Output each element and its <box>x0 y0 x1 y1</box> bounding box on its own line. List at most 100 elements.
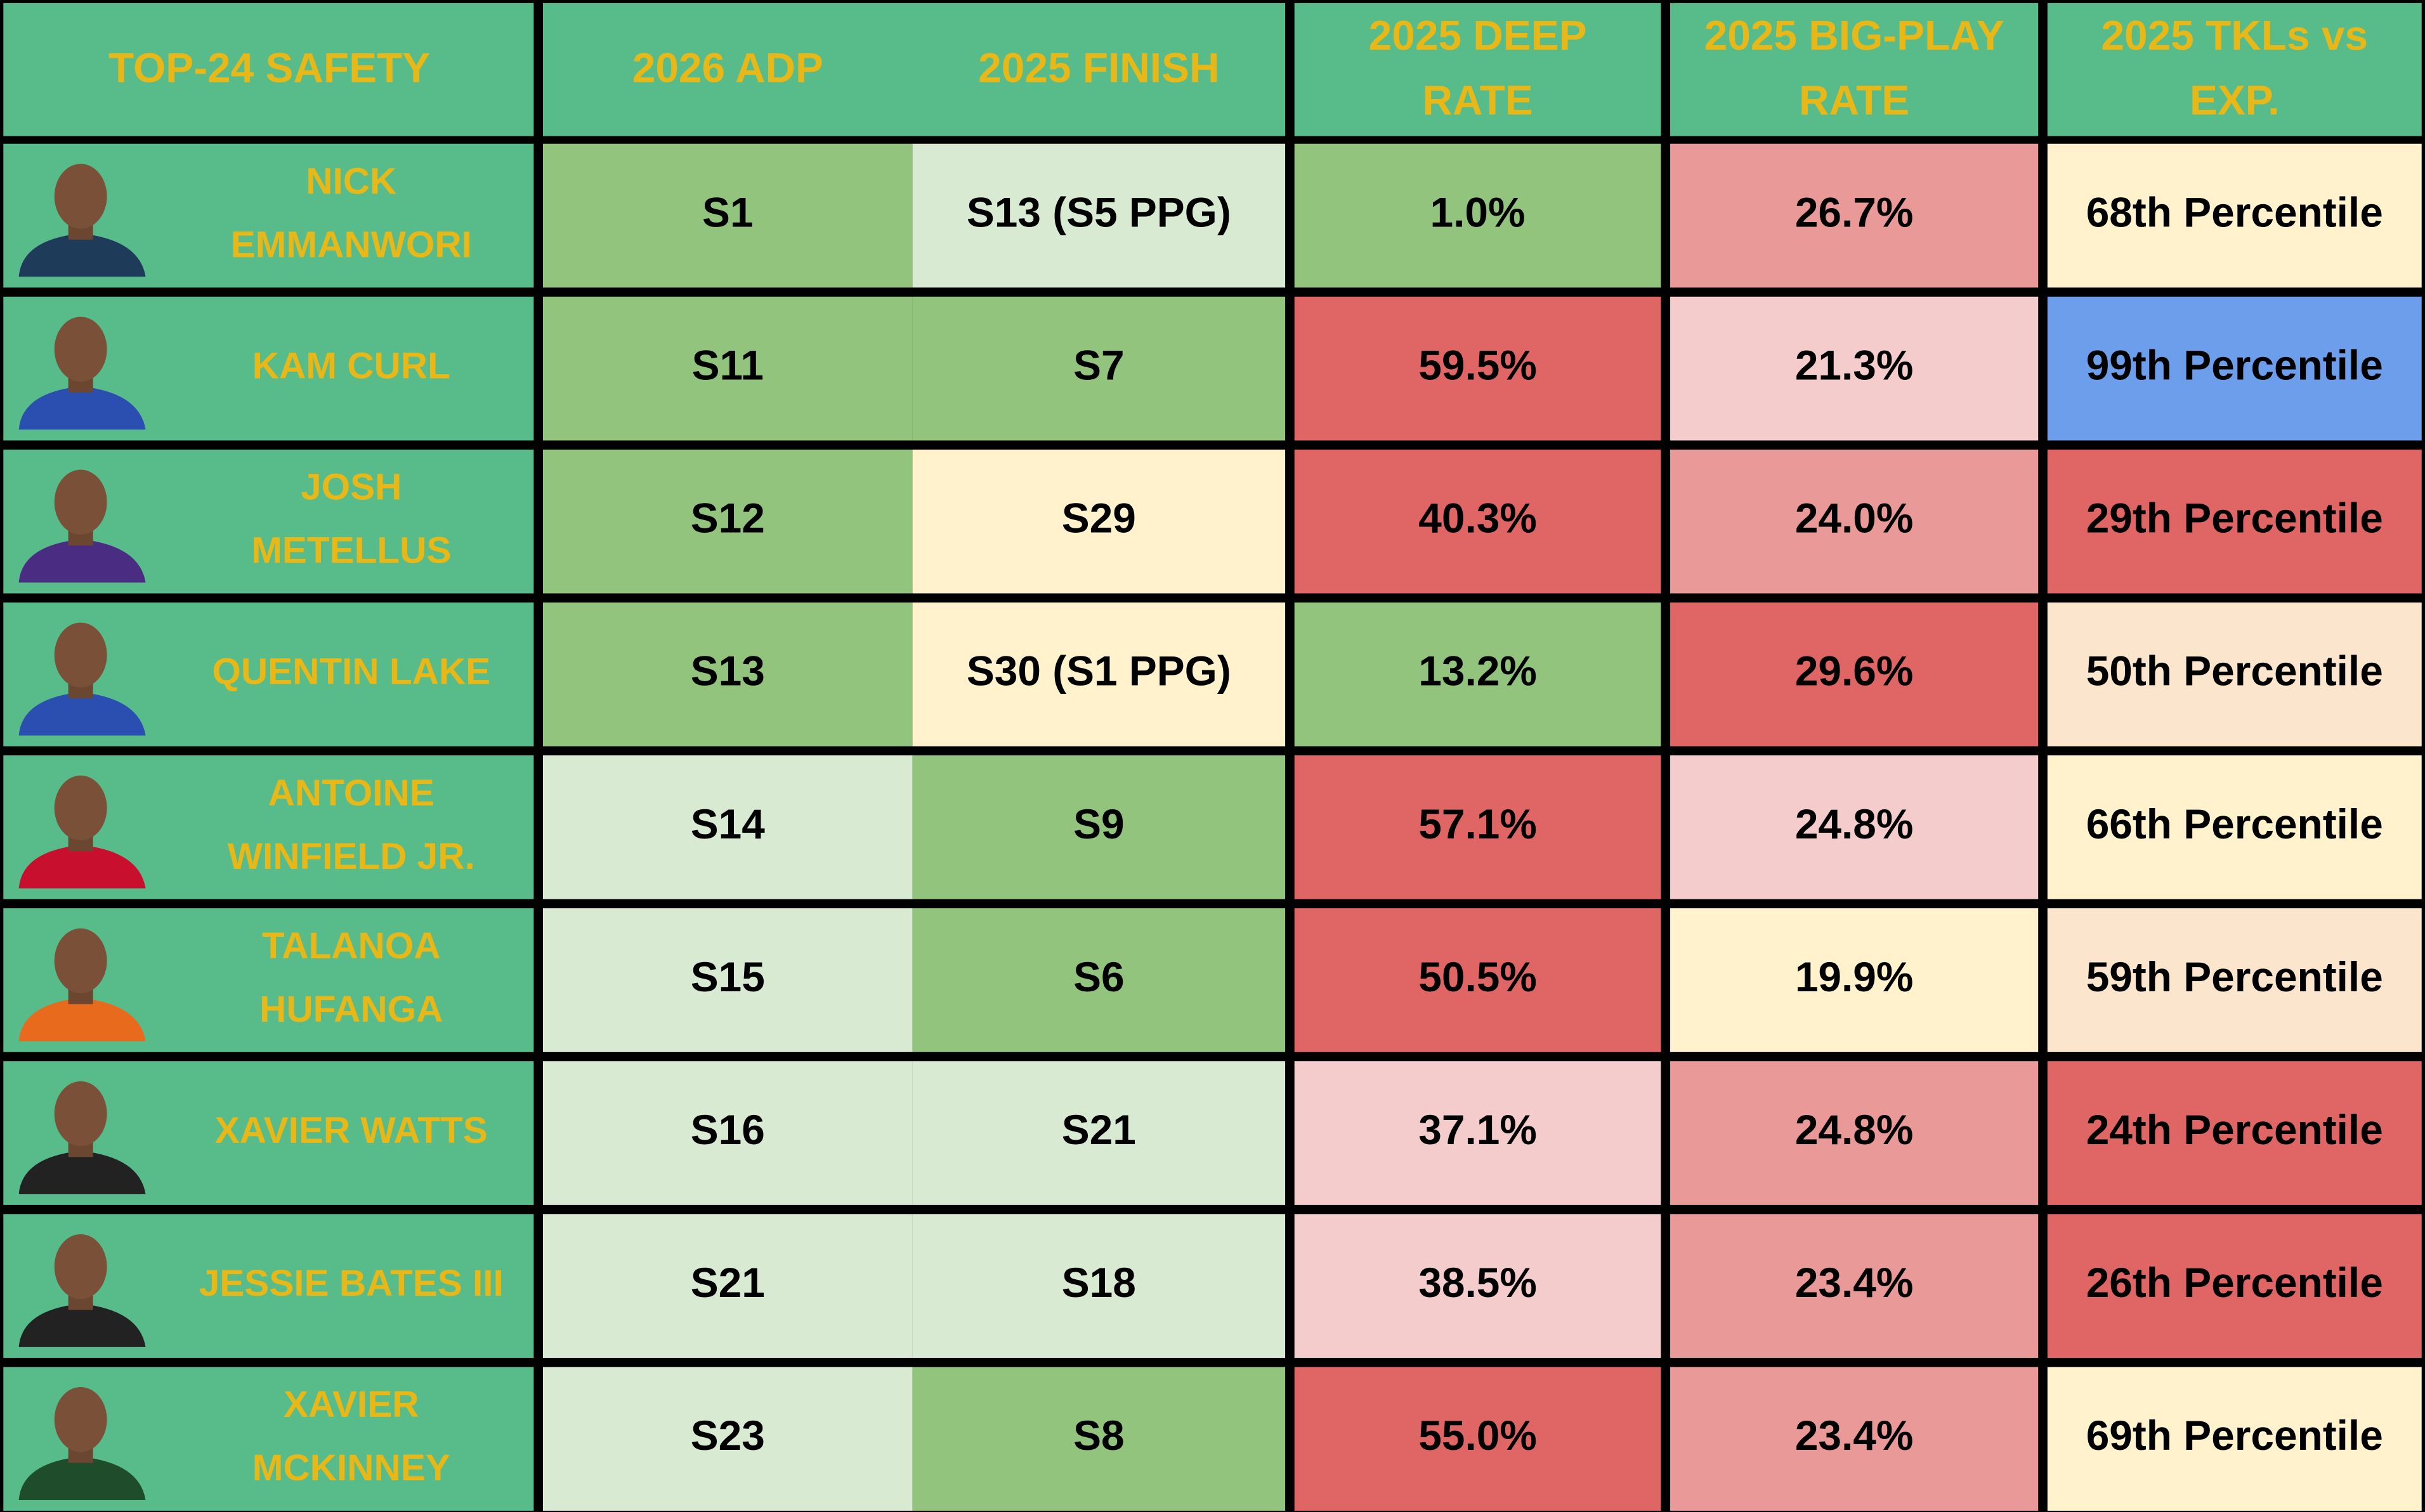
cell-value: 40.3% <box>1418 495 1537 542</box>
player-name: MCKINNEY <box>252 1447 450 1489</box>
player-head <box>54 1387 107 1452</box>
cell-value: S13 (S5 PPG) <box>967 188 1231 235</box>
header-cell <box>1670 3 2039 136</box>
header-label: 2026 ADP <box>632 44 823 91</box>
player-name: TALANOA <box>262 925 441 967</box>
data-cell <box>1294 296 1661 441</box>
header-label: RATE <box>1422 77 1533 124</box>
data-cell <box>912 908 1286 1052</box>
data-cell <box>1294 143 1661 288</box>
header-label: 2025 FINISH <box>978 44 1219 91</box>
player-head <box>54 1234 107 1300</box>
player-photo <box>18 998 146 1041</box>
data-cell <box>1670 143 2039 288</box>
player-photo <box>18 233 146 277</box>
player-head <box>54 1081 107 1147</box>
data-cell <box>1294 602 1661 746</box>
data-cell <box>1670 296 2039 441</box>
cell-value: S30 (S1 PPG) <box>967 648 1231 694</box>
data-cell <box>2047 296 2422 441</box>
header-cell <box>543 3 1286 136</box>
data-cell <box>543 449 913 594</box>
data-cell <box>543 755 913 899</box>
cell-value: 99th Percentile <box>2086 342 2383 389</box>
data-cell <box>2047 908 2422 1052</box>
cell-value: 66th Percentile <box>2086 800 2383 847</box>
header-cell <box>2047 3 2422 136</box>
player-photo <box>18 692 146 736</box>
cell-value: S23 <box>691 1412 765 1459</box>
data-cell <box>1670 1061 2039 1205</box>
header-label: 2025 DEEP <box>1369 11 1587 58</box>
data-cell <box>1670 755 2039 899</box>
data-cell <box>1670 449 2039 594</box>
cell-value: S1 <box>702 188 753 235</box>
cell-value: 59.5% <box>1418 342 1537 389</box>
data-cell <box>543 143 913 288</box>
data-cell <box>543 908 913 1052</box>
cell-value: 38.5% <box>1418 1259 1537 1306</box>
cell-value: S6 <box>1073 953 1124 1000</box>
cell-value: 55.0% <box>1418 1412 1537 1459</box>
cell-value: 50th Percentile <box>2086 648 2383 694</box>
cell-value: 24th Percentile <box>2086 1106 2383 1153</box>
player-name: XAVIER <box>284 1384 419 1425</box>
cell-value: 13.2% <box>1418 648 1537 694</box>
data-cell <box>1670 1214 2039 1358</box>
cell-value: 21.3% <box>1795 342 1914 389</box>
data-cell <box>912 143 1286 288</box>
data-cell <box>912 1061 1286 1205</box>
cell-value: 26.7% <box>1795 188 1914 235</box>
data-cell <box>2047 1061 2422 1205</box>
data-cell <box>2047 143 2422 288</box>
player-head <box>54 469 107 535</box>
data-cell <box>912 1367 1286 1511</box>
cell-value: 1.0% <box>1430 188 1526 235</box>
cell-value: 24.8% <box>1795 1106 1914 1153</box>
cell-value: S16 <box>691 1106 765 1153</box>
cell-value: 57.1% <box>1418 800 1537 847</box>
player-name: QUENTIN LAKE <box>212 651 490 693</box>
header-label: 2025 BIG-PLAY <box>1704 11 2004 58</box>
cell-value: 29th Percentile <box>2086 495 2383 542</box>
player-head <box>54 775 107 841</box>
header-label: RATE <box>1799 77 1909 124</box>
player-name: JESSIE BATES III <box>199 1263 504 1304</box>
cell-value: 24.0% <box>1795 495 1914 542</box>
cell-value: 59th Percentile <box>2086 953 2383 1000</box>
header-cell <box>1294 3 1661 136</box>
player-photo <box>18 539 146 583</box>
cell-value: 26th Percentile <box>2086 1259 2383 1306</box>
player-head <box>54 164 107 229</box>
player-head <box>54 622 107 688</box>
data-cell <box>912 449 1286 594</box>
header-label: 2025 TKLs vs <box>2101 11 2368 58</box>
data-cell <box>2047 1367 2422 1511</box>
player-photo <box>18 386 146 430</box>
player-photo <box>18 1456 146 1500</box>
data-cell <box>1294 1367 1661 1511</box>
data-cell <box>912 296 1286 441</box>
data-cell <box>2047 449 2422 594</box>
data-cell <box>1294 449 1661 594</box>
cell-value: 37.1% <box>1418 1106 1537 1153</box>
player-name: XAVIER WATTS <box>215 1110 488 1151</box>
data-cell <box>1294 908 1661 1052</box>
header-label: EXP. <box>2190 77 2279 124</box>
cell-value: 23.4% <box>1795 1259 1914 1306</box>
player-head <box>54 928 107 994</box>
cell-value: S29 <box>1062 495 1136 542</box>
cell-value: 23.4% <box>1795 1412 1914 1459</box>
data-cell <box>912 1214 1286 1358</box>
header-label: TOP-24 SAFETY <box>108 44 430 91</box>
cell-value: S9 <box>1073 800 1124 847</box>
cell-value: S11 <box>692 342 764 389</box>
data-cell <box>1294 755 1661 899</box>
header-cell <box>3 3 534 136</box>
data-cell <box>1670 602 2039 746</box>
cell-value: S8 <box>1073 1412 1124 1459</box>
cell-value: S21 <box>691 1259 765 1306</box>
data-cell <box>543 1214 913 1358</box>
